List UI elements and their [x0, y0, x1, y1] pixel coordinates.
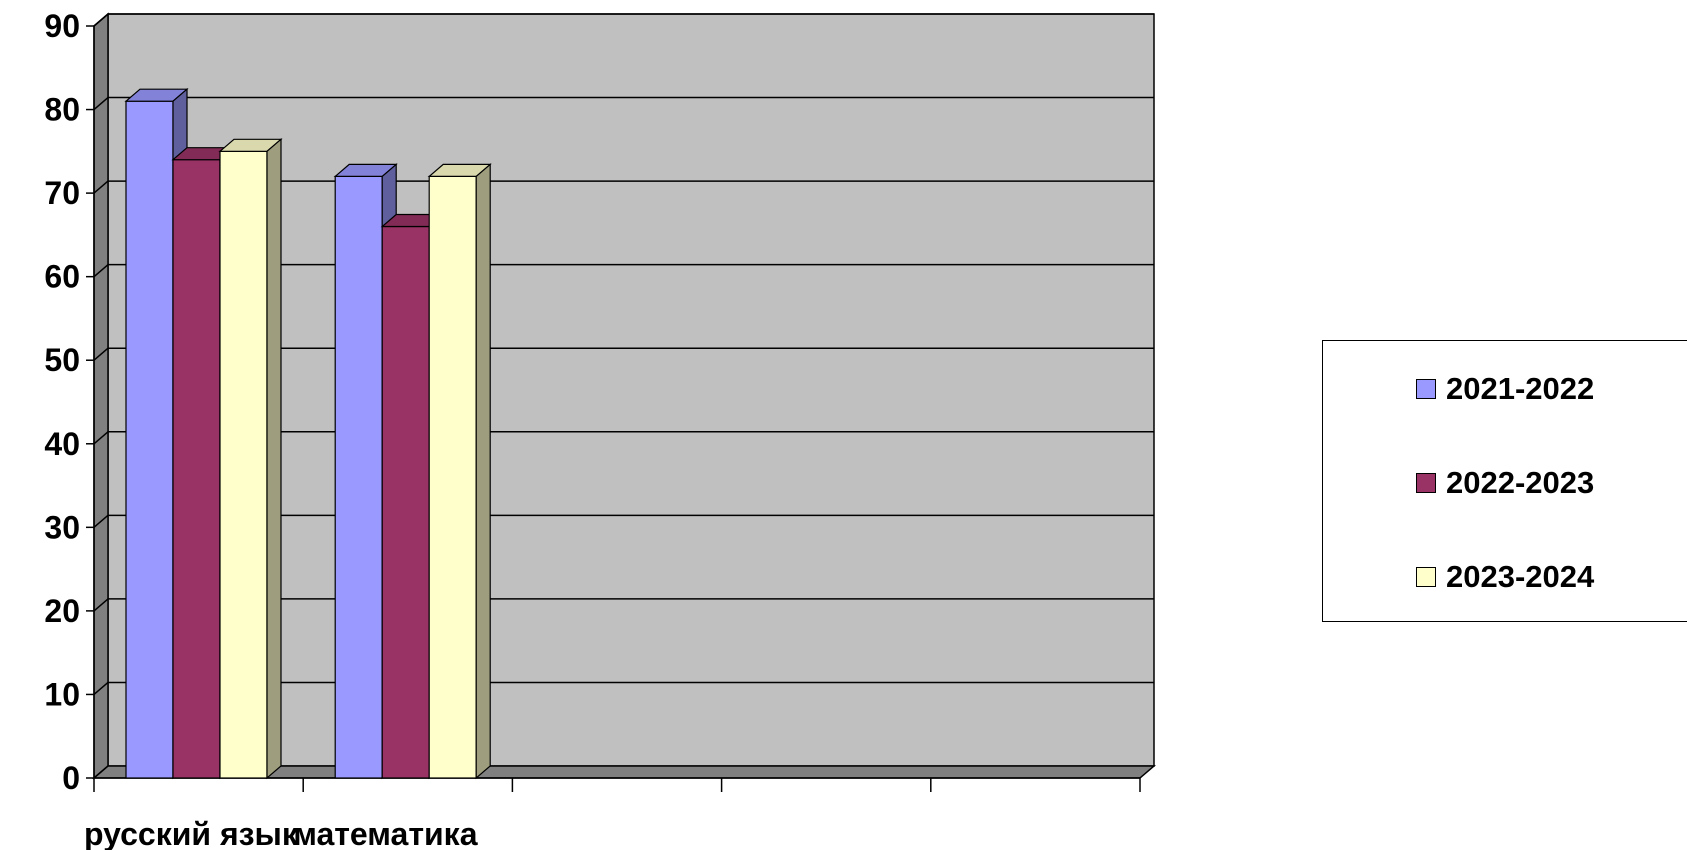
- y-tick-label: 50: [44, 342, 80, 378]
- gridline-side: [93, 431, 109, 445]
- bar-front: [428, 175, 477, 779]
- bar: [427, 163, 492, 780]
- legend-label: 2023-2024: [1446, 559, 1595, 594]
- y-tick-label: 90: [44, 8, 80, 44]
- bars: [124, 87, 492, 780]
- legend-label: 2021-2022: [1446, 371, 1595, 406]
- y-tick-label: 20: [44, 593, 80, 629]
- legend-swatch-2021-2022: [1416, 379, 1436, 399]
- gridline-side: [93, 13, 109, 27]
- gridline-side: [93, 598, 109, 612]
- legend-item: 2023-2024: [1416, 559, 1594, 595]
- y-tick-label: 10: [44, 676, 80, 712]
- gridline-side: [93, 681, 109, 696]
- bar-front: [125, 100, 174, 779]
- legend-item: 2021-2022: [1416, 371, 1594, 407]
- x-category-label: математика: [293, 816, 478, 850]
- bar-front: [381, 225, 430, 779]
- bar-side: [475, 163, 491, 780]
- y-tick-label: 60: [44, 259, 80, 295]
- bar-front: [219, 150, 268, 779]
- bar: [218, 138, 283, 780]
- bar-front: [334, 175, 383, 779]
- plot-walls: [91, 12, 1157, 780]
- legend: 2021-2022 2022-2023 2023-2024: [1322, 340, 1687, 622]
- x-category-label: русский язык: [84, 816, 299, 850]
- legend-swatch-2023-2024: [1416, 567, 1436, 587]
- bar-front: [172, 159, 221, 779]
- legend-label: 2022-2023: [1446, 465, 1595, 500]
- side-wall: [93, 12, 109, 780]
- axes: [86, 25, 1141, 792]
- legend-item: 2022-2023: [1416, 465, 1594, 501]
- legend-swatch-2022-2023: [1416, 473, 1436, 493]
- gridline-side: [93, 347, 109, 361]
- y-tick-label: 30: [44, 509, 80, 545]
- y-tick-label: 40: [44, 426, 80, 462]
- gridline-side: [93, 514, 109, 528]
- y-tick-label: 0: [62, 760, 80, 796]
- y-tick-label: 70: [44, 175, 80, 211]
- gridline-side: [93, 180, 109, 194]
- gridline-side: [93, 264, 109, 278]
- back-wall: [107, 13, 1155, 767]
- y-tick-label: 80: [44, 92, 80, 128]
- gridlines: [93, 13, 1154, 696]
- y-axis-tick-labels: 0 10 20 30 40 50 60 70 80 90: [44, 8, 80, 796]
- bar-side: [266, 138, 282, 780]
- gridline-side: [93, 96, 109, 111]
